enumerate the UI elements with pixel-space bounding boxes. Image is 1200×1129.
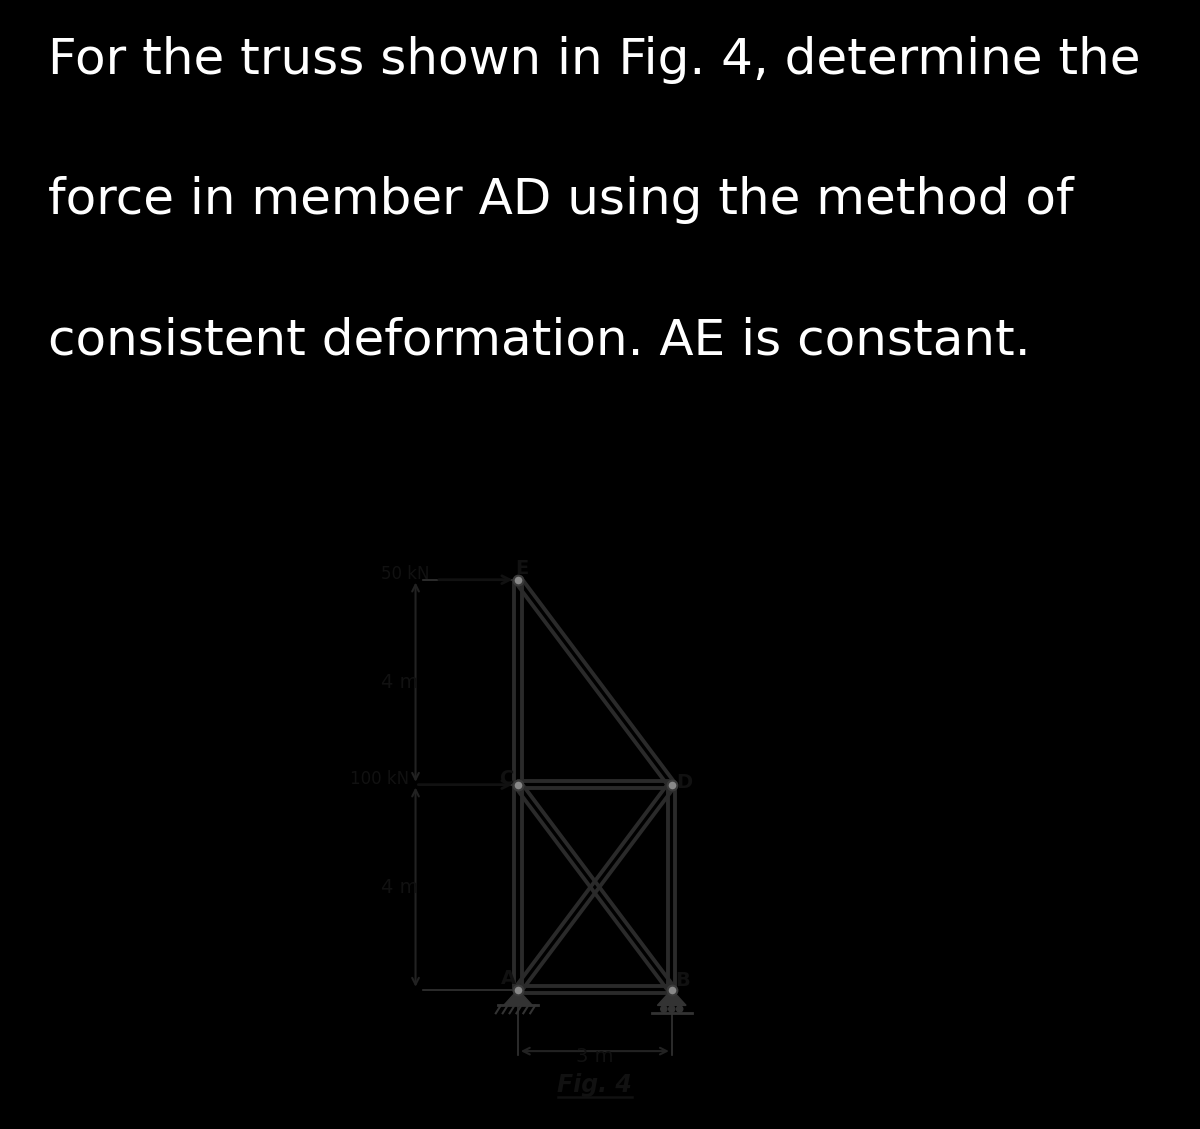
Circle shape xyxy=(661,1006,667,1012)
Circle shape xyxy=(677,1006,683,1012)
Text: Fig. 4: Fig. 4 xyxy=(558,1074,632,1097)
Text: C: C xyxy=(499,769,514,788)
Text: A: A xyxy=(502,969,516,988)
Text: 3 m: 3 m xyxy=(576,1047,613,1066)
Text: 100 kN: 100 kN xyxy=(350,770,409,788)
Text: E: E xyxy=(516,559,529,578)
Text: force in member AD using the method of: force in member AD using the method of xyxy=(48,176,1074,225)
Text: D: D xyxy=(677,772,692,791)
Text: 4 m: 4 m xyxy=(382,673,419,692)
Polygon shape xyxy=(658,990,686,1006)
Polygon shape xyxy=(504,990,533,1006)
Text: 50 kN: 50 kN xyxy=(382,564,430,583)
Text: B: B xyxy=(676,971,690,990)
Text: For the truss shown in Fig. 4, determine the: For the truss shown in Fig. 4, determine… xyxy=(48,36,1140,85)
Text: 4 m: 4 m xyxy=(382,877,419,896)
Text: consistent deformation. AE is constant.: consistent deformation. AE is constant. xyxy=(48,316,1031,365)
Circle shape xyxy=(668,1006,674,1012)
